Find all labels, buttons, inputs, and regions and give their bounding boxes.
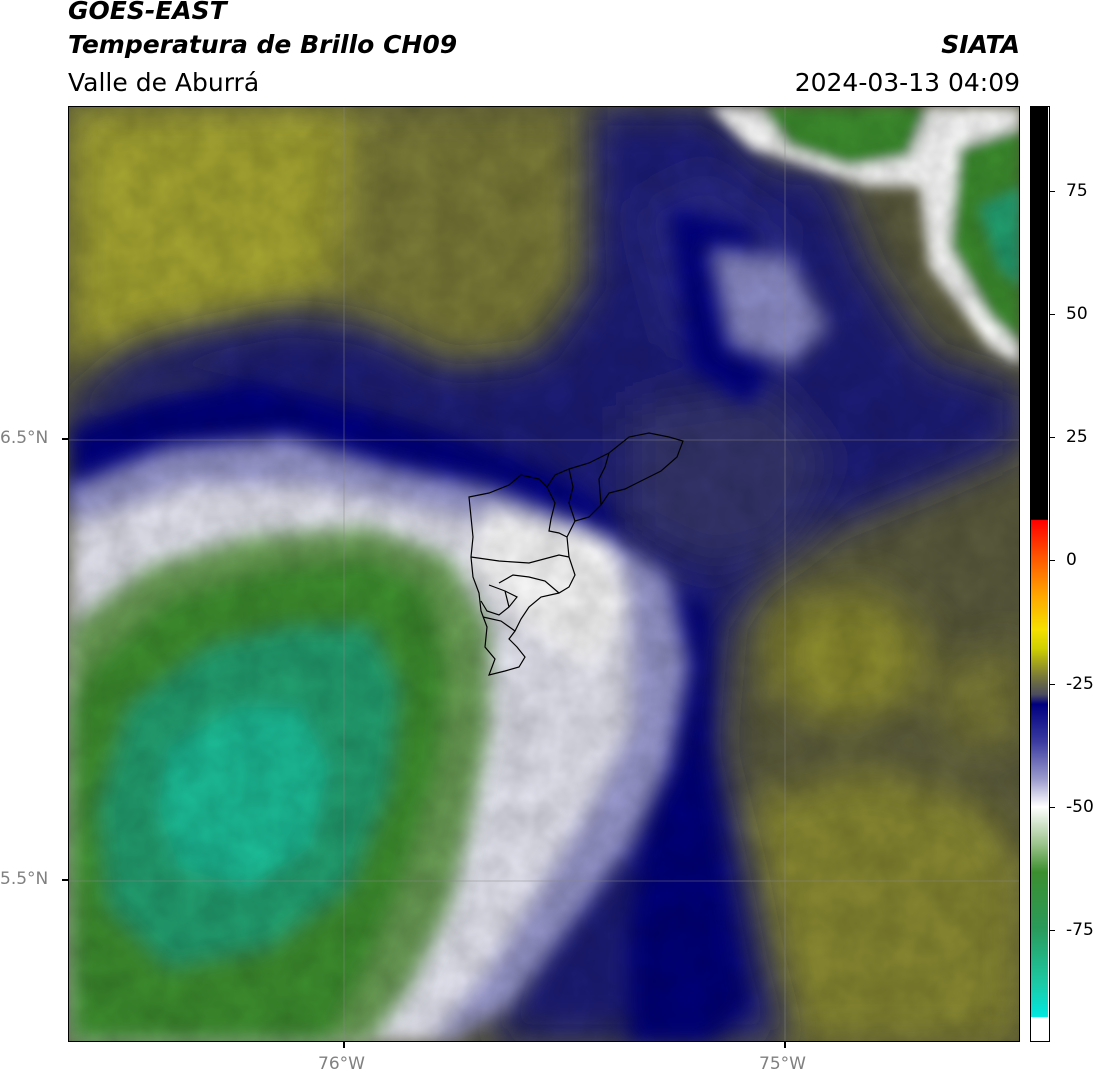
datetime-title: 2024-03-13 04:09 — [794, 68, 1020, 97]
colorbar-tick — [1050, 437, 1055, 438]
lon-label-76: 76°W — [318, 1054, 365, 1074]
colorbar-label: 0 — [1066, 550, 1077, 570]
municipal-boundaries — [468, 432, 684, 676]
colorbar-tick — [1050, 930, 1055, 931]
lat-tick-6-5 — [62, 438, 68, 440]
lon-label-75: 75°W — [759, 1054, 806, 1074]
colorbar-label: 75 — [1066, 181, 1088, 201]
lat-label-6-5: 6.5°N — [0, 428, 49, 448]
colorbar-gradient — [1031, 107, 1048, 1040]
colorbar-tick — [1050, 807, 1055, 808]
lon-tick-75 — [784, 1042, 786, 1048]
product-title: Temperatura de Brillo CH09 — [68, 30, 458, 59]
lat-tick-5-5 — [62, 879, 68, 881]
colorbar — [1030, 106, 1050, 1042]
colorbar-label: 25 — [1066, 427, 1088, 447]
colorbar-label: -50 — [1066, 797, 1094, 817]
institution-title: SIATA — [941, 30, 1020, 59]
brightness-temperature-map — [69, 107, 1019, 1041]
lat-label-5-5: 5.5°N — [0, 869, 49, 889]
colorbar-tick — [1050, 560, 1055, 561]
colorbar-tick — [1050, 314, 1055, 315]
colorbar-label: -25 — [1066, 674, 1094, 694]
colorbar-tick — [1050, 191, 1055, 192]
satellite-title: GOES-EAST — [68, 0, 227, 25]
colorbar-label: 50 — [1066, 304, 1088, 324]
lon-tick-76 — [343, 1042, 345, 1048]
map-panel — [68, 106, 1020, 1042]
region-title: Valle de Aburrá — [68, 68, 260, 97]
colorbar-tick — [1050, 684, 1055, 685]
colorbar-label: -75 — [1066, 920, 1094, 940]
